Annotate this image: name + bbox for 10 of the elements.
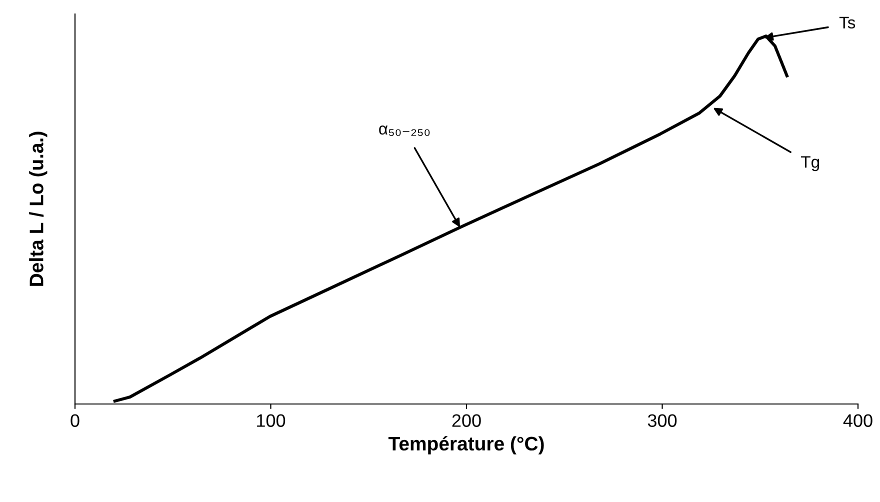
- x-axis-title: Température (°C): [388, 436, 544, 454]
- annotation: Tg: [801, 156, 820, 172]
- annotation: α₅₀₋₂₅₀: [379, 126, 430, 136]
- x-tick-label: 400: [843, 414, 872, 427]
- x-tick-label: 100: [257, 414, 286, 427]
- x-tick-label: 300: [648, 414, 677, 427]
- x-tick-label: 200: [452, 414, 481, 427]
- y-axis-title: Delta L / Lo (u.a.): [29, 132, 48, 286]
- x-tick-label: 0: [70, 414, 80, 427]
- annotation: Ts: [839, 16, 856, 28]
